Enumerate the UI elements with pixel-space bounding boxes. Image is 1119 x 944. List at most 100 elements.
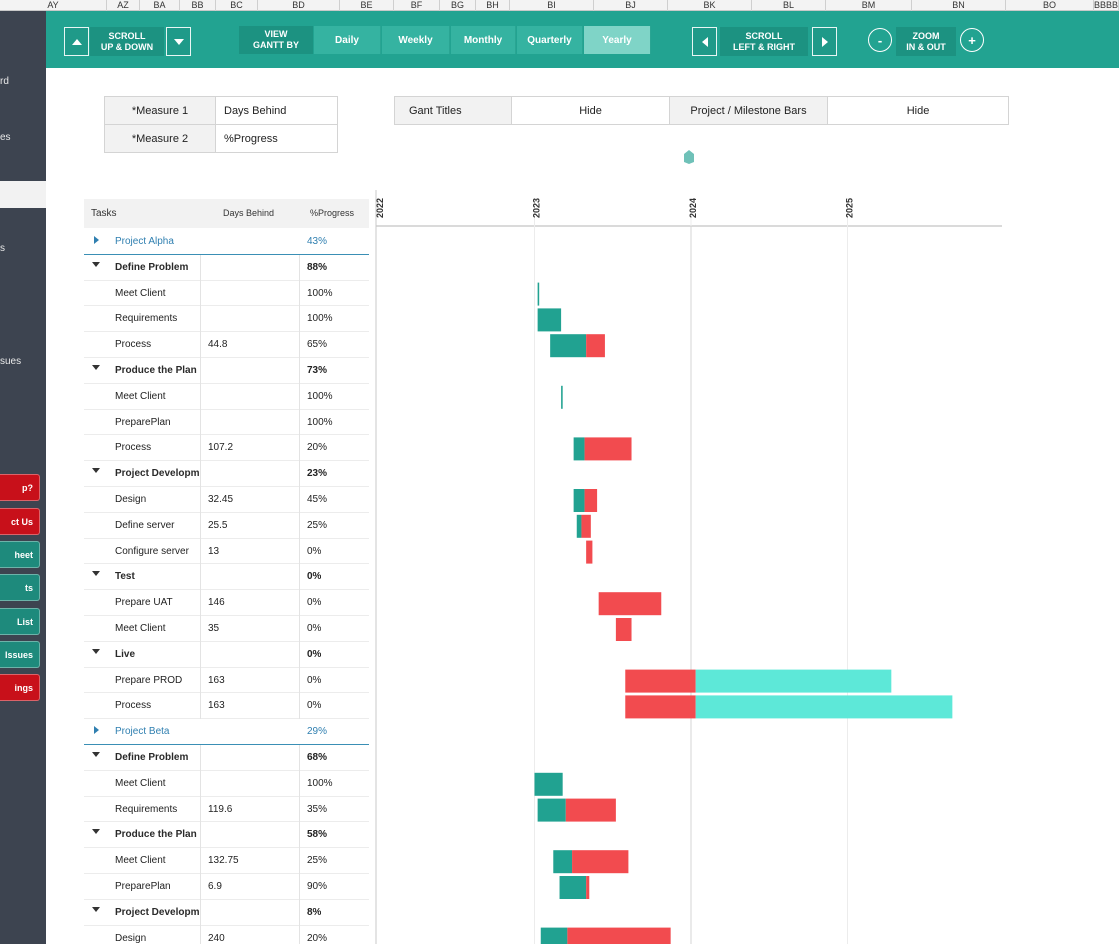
column-header-bbbb: BBBB bbox=[1094, 0, 1119, 11]
progress-value: 29% bbox=[307, 726, 328, 738]
scroll-right-button[interactable] bbox=[812, 27, 837, 56]
gantt-bar-behind bbox=[625, 695, 696, 719]
scroll-down-button[interactable] bbox=[166, 27, 191, 56]
cell-divider bbox=[299, 435, 300, 462]
summary-row[interactable]: Live 0% bbox=[84, 641, 369, 668]
gantt-bar-behind bbox=[584, 489, 598, 512]
col-tasks-header: Tasks bbox=[91, 208, 117, 219]
task-name: Project Developm bbox=[115, 468, 199, 480]
gant-titles-value[interactable]: Hide bbox=[511, 96, 670, 125]
sidebar-button-2[interactable]: ct Us bbox=[0, 508, 40, 535]
measure1-value[interactable]: Days Behind bbox=[215, 96, 338, 125]
task-name: Project Beta bbox=[115, 726, 170, 738]
task-row[interactable]: PreparePlan 6.9 90% bbox=[84, 874, 369, 900]
summary-row[interactable]: Define Problem 68% bbox=[84, 745, 369, 771]
collapse-caret-icon[interactable] bbox=[92, 906, 100, 912]
collapse-caret-icon[interactable] bbox=[92, 752, 100, 757]
collapse-caret-icon[interactable] bbox=[92, 829, 100, 835]
summary-row[interactable]: Produce the Plan 58% bbox=[84, 822, 369, 849]
bars-value[interactable]: Hide bbox=[827, 96, 1009, 125]
summary-row[interactable]: Project Developm 8% bbox=[84, 899, 369, 926]
task-row[interactable]: Meet Client 100% bbox=[84, 280, 369, 307]
task-name: Meet Client bbox=[115, 287, 166, 299]
sidebar-nav-item-2[interactable]: es bbox=[0, 132, 11, 143]
task-row[interactable]: Meet Client 100% bbox=[84, 383, 369, 410]
days-behind-value: 44.8 bbox=[208, 339, 228, 351]
task-row[interactable]: Meet Client 100% bbox=[84, 770, 369, 797]
summary-row[interactable]: Produce the Plan 73% bbox=[84, 358, 369, 384]
zoom-out-button[interactable]: - bbox=[868, 28, 892, 52]
task-row[interactable]: Requirements 119.6 35% bbox=[84, 796, 369, 823]
cell-divider bbox=[200, 770, 201, 797]
collapse-caret-icon[interactable] bbox=[92, 365, 100, 370]
column-header-bi: BI bbox=[510, 0, 594, 11]
task-row[interactable]: Process 44.8 65% bbox=[84, 332, 369, 359]
progress-value: 0% bbox=[307, 597, 322, 609]
column-header-strip: AY AZ BA BB BC BD BE BF BG BH BI BJ BK BL BM BN BO BBBB bbox=[0, 0, 1119, 11]
task-row[interactable]: PreparePlan 100% bbox=[84, 409, 369, 436]
task-row[interactable]: Design 240 20% bbox=[84, 925, 369, 944]
collapse-caret-icon[interactable] bbox=[92, 648, 100, 654]
task-row[interactable]: Process 107.2 20% bbox=[84, 435, 369, 462]
progress-value: 20% bbox=[307, 442, 328, 454]
task-row[interactable]: Meet Client 132.75 25% bbox=[84, 848, 369, 875]
expand-caret-icon[interactable] bbox=[94, 236, 99, 244]
scroll-left-button[interactable] bbox=[692, 27, 717, 56]
cell-divider bbox=[200, 590, 201, 617]
summary-row[interactable]: Project Developm 23% bbox=[84, 461, 369, 488]
scroll-up-button[interactable] bbox=[64, 27, 89, 56]
cell-divider bbox=[299, 874, 300, 900]
task-row[interactable]: Configure server 13 0% bbox=[84, 538, 369, 565]
cell-divider bbox=[200, 899, 201, 926]
task-name: Process bbox=[115, 442, 152, 454]
sidebar-button-5[interactable]: List bbox=[0, 608, 40, 635]
task-row[interactable]: Meet Client 35 0% bbox=[84, 616, 369, 642]
sidebar-button-1[interactable]: p? bbox=[0, 474, 40, 501]
measure2-value[interactable]: %Progress bbox=[215, 124, 338, 153]
progress-value: 100% bbox=[307, 390, 333, 402]
cell-divider bbox=[200, 925, 201, 944]
tab-quarterly[interactable]: Quarterly bbox=[517, 26, 583, 54]
collapse-caret-icon[interactable] bbox=[92, 571, 100, 577]
summary-row[interactable]: Test 0% bbox=[84, 564, 369, 591]
tab-yearly[interactable]: Yearly bbox=[584, 26, 651, 54]
progress-value: 100% bbox=[307, 287, 333, 299]
summary-row[interactable]: Define Problem 88% bbox=[84, 254, 369, 281]
progress-value: 20% bbox=[307, 932, 328, 944]
expand-caret-icon[interactable] bbox=[94, 726, 99, 735]
cell-divider bbox=[299, 745, 300, 771]
column-header-bh: BH bbox=[476, 0, 510, 11]
collapse-caret-icon[interactable] bbox=[92, 468, 100, 474]
cell-divider bbox=[299, 461, 300, 488]
sidebar-button-3[interactable]: heet bbox=[0, 541, 40, 568]
sidebar-button-7[interactable]: ings bbox=[0, 674, 40, 701]
collapse-caret-icon[interactable] bbox=[92, 261, 100, 267]
tab-monthly[interactable]: Monthly bbox=[451, 26, 516, 54]
task-row[interactable]: Prepare UAT 146 0% bbox=[84, 590, 369, 617]
gantt-bar-behind bbox=[615, 618, 632, 641]
tab-weekly[interactable]: Weekly bbox=[382, 26, 450, 54]
zoom-in-button[interactable]: + bbox=[960, 28, 984, 52]
task-name: Prepare PROD bbox=[115, 674, 183, 686]
progress-value: 0% bbox=[307, 648, 322, 660]
project-row[interactable]: Project Beta 29% bbox=[84, 719, 369, 745]
cell-divider bbox=[299, 409, 300, 436]
sidebar-nav-item-6[interactable]: sues bbox=[0, 356, 22, 367]
gantt-bar-done bbox=[576, 514, 582, 538]
task-row[interactable]: Process 163 0% bbox=[84, 693, 369, 720]
sidebar-nav-item-3[interactable] bbox=[0, 181, 46, 208]
tab-daily[interactable]: Daily bbox=[314, 26, 381, 54]
sidebar-nav-item-1[interactable]: rd bbox=[0, 76, 9, 87]
sidebar-button-4[interactable]: ts bbox=[0, 574, 40, 601]
task-name: Requirements bbox=[115, 803, 178, 815]
view-gantt-label: VIEW GANTT BY bbox=[239, 26, 313, 54]
sidebar-button-6[interactable]: Issues bbox=[0, 641, 40, 668]
sidebar-nav-item-4[interactable]: s bbox=[0, 243, 5, 254]
task-row[interactable]: Prepare PROD 163 0% bbox=[84, 667, 369, 694]
gantt-chart: 2022 2023 2024 2025 bbox=[375, 190, 1002, 944]
project-row[interactable]: Project Alpha 43% bbox=[84, 229, 369, 255]
column-header-bo: BO bbox=[1006, 0, 1094, 11]
task-row[interactable]: Design 32.45 45% bbox=[84, 487, 369, 513]
task-row[interactable]: Define server 25.5 25% bbox=[84, 512, 369, 539]
task-row[interactable]: Requirements 100% bbox=[84, 306, 369, 333]
